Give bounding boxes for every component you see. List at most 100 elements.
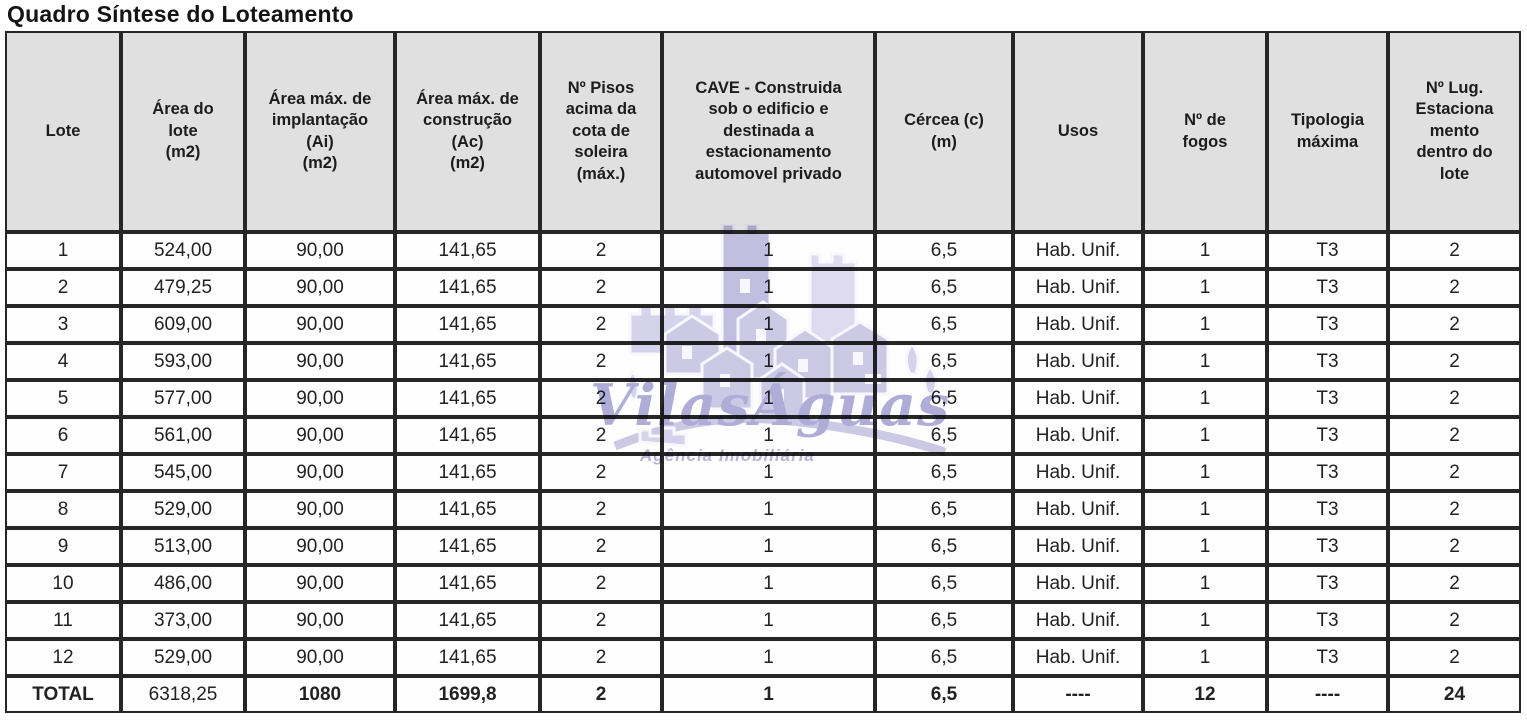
table-row-6: 6 561,00 90,00 141,65 2 1 6,5 Hab. Unif. 1 T3 2 (5, 417, 1521, 454)
cell-4-4: 2 (540, 380, 662, 417)
cell-0-0: 1 (5, 232, 121, 269)
cell-2-6: 6,5 (875, 306, 1013, 343)
cell-4-0: 5 (5, 380, 121, 417)
cell-7-6: 6,5 (875, 491, 1013, 528)
cell-11-2: 90,00 (245, 639, 395, 676)
cell-11-10: 2 (1388, 639, 1521, 676)
column-header-5: CAVE - Construida sob o edificio e desti… (662, 31, 875, 232)
cell-3-6: 6,5 (875, 343, 1013, 380)
cell-2-9: T3 (1267, 306, 1388, 343)
cell-7-2: 90,00 (245, 491, 395, 528)
cell-7-7: Hab. Unif. (1013, 491, 1143, 528)
cell-5-8: 1 (1143, 417, 1267, 454)
cell-10-1: 373,00 (121, 602, 245, 639)
table-row-11: 11 373,00 90,00 141,65 2 1 6,5 Hab. Unif. 1 T3 2 (5, 602, 1521, 639)
cell-2-5: 1 (662, 306, 875, 343)
cell-9-8: 1 (1143, 565, 1267, 602)
table-row-12: 12 529,00 90,00 141,65 2 1 6,5 Hab. Unif. 1 T3 2 (5, 639, 1521, 676)
cell-11-1: 529,00 (121, 639, 245, 676)
cell-1-3: 141,65 (395, 269, 540, 306)
cell-3-3: 141,65 (395, 343, 540, 380)
cell-5-3: 141,65 (395, 417, 540, 454)
table-row-5: 5 577,00 90,00 141,65 2 1 6,5 Hab. Unif. 1 T3 2 (5, 380, 1521, 417)
cell-8-5: 1 (662, 528, 875, 565)
cell-1-8: 1 (1143, 269, 1267, 306)
cell-8-6: 6,5 (875, 528, 1013, 565)
column-header-1: Área do lote (m2) (121, 31, 245, 232)
cell-9-9: T3 (1267, 565, 1388, 602)
cell-3-4: 2 (540, 343, 662, 380)
cell-11-7: Hab. Unif. (1013, 639, 1143, 676)
cell-5-2: 90,00 (245, 417, 395, 454)
cell-3-8: 1 (1143, 343, 1267, 380)
cell-11-6: 6,5 (875, 639, 1013, 676)
cell-10-8: 1 (1143, 602, 1267, 639)
cell-4-7: Hab. Unif. (1013, 380, 1143, 417)
column-header-8: Nº de fogos (1143, 31, 1267, 232)
cell-1-5: 1 (662, 269, 875, 306)
cell-8-4: 2 (540, 528, 662, 565)
summary-table: Lote Área do lote (m2) Área máx. de implan… (5, 31, 1521, 713)
cell-6-10: 2 (1388, 454, 1521, 491)
cell-3-1: 593,00 (121, 343, 245, 380)
cell-0-4: 2 (540, 232, 662, 269)
cell-2-0: 3 (5, 306, 121, 343)
cell-10-2: 90,00 (245, 602, 395, 639)
cell-5-4: 2 (540, 417, 662, 454)
total-cell-1: 6318,25 (121, 676, 245, 713)
column-header-2: Área máx. de implantação (Ai) (m2) (245, 31, 395, 232)
cell-6-6: 6,5 (875, 454, 1013, 491)
cell-7-1: 529,00 (121, 491, 245, 528)
cell-4-6: 6,5 (875, 380, 1013, 417)
cell-0-2: 90,00 (245, 232, 395, 269)
cell-8-8: 1 (1143, 528, 1267, 565)
cell-4-5: 1 (662, 380, 875, 417)
cell-0-10: 2 (1388, 232, 1521, 269)
cell-9-4: 2 (540, 565, 662, 602)
cell-7-4: 2 (540, 491, 662, 528)
table-row-9: 9 513,00 90,00 141,65 2 1 6,5 Hab. Unif. 1 T3 2 (5, 528, 1521, 565)
cell-9-3: 141,65 (395, 565, 540, 602)
cell-4-9: T3 (1267, 380, 1388, 417)
cell-0-7: Hab. Unif. (1013, 232, 1143, 269)
cell-8-3: 141,65 (395, 528, 540, 565)
total-cell-8: 12 (1143, 676, 1267, 713)
cell-9-7: Hab. Unif. (1013, 565, 1143, 602)
cell-10-10: 2 (1388, 602, 1521, 639)
total-cell-6: 6,5 (875, 676, 1013, 713)
cell-1-0: 2 (5, 269, 121, 306)
cell-4-10: 2 (1388, 380, 1521, 417)
cell-0-6: 6,5 (875, 232, 1013, 269)
cell-10-4: 2 (540, 602, 662, 639)
cell-0-5: 1 (662, 232, 875, 269)
table-row-10: 10 486,00 90,00 141,65 2 1 6,5 Hab. Unif. 1 T3 2 (5, 565, 1521, 602)
cell-4-3: 141,65 (395, 380, 540, 417)
cell-7-8: 1 (1143, 491, 1267, 528)
cell-1-1: 479,25 (121, 269, 245, 306)
cell-2-7: Hab. Unif. (1013, 306, 1143, 343)
cell-8-9: T3 (1267, 528, 1388, 565)
cell-7-0: 8 (5, 491, 121, 528)
cell-1-7: Hab. Unif. (1013, 269, 1143, 306)
cell-2-1: 609,00 (121, 306, 245, 343)
cell-10-0: 11 (5, 602, 121, 639)
total-cell-10: 24 (1388, 676, 1521, 713)
column-header-6: Cércea (c) (m) (875, 31, 1013, 232)
cell-6-2: 90,00 (245, 454, 395, 491)
total-cell-2: 1080 (245, 676, 395, 713)
table-header-row: Lote Área do lote (m2) Área máx. de implan… (5, 31, 1521, 232)
cell-0-1: 524,00 (121, 232, 245, 269)
cell-7-5: 1 (662, 491, 875, 528)
column-header-7: Usos (1013, 31, 1143, 232)
cell-8-10: 2 (1388, 528, 1521, 565)
cell-2-8: 1 (1143, 306, 1267, 343)
cell-11-3: 141,65 (395, 639, 540, 676)
total-cell-7: ---- (1013, 676, 1143, 713)
cell-2-4: 2 (540, 306, 662, 343)
cell-3-0: 4 (5, 343, 121, 380)
cell-0-9: T3 (1267, 232, 1388, 269)
cell-10-3: 141,65 (395, 602, 540, 639)
cell-5-0: 6 (5, 417, 121, 454)
cell-3-5: 1 (662, 343, 875, 380)
cell-9-0: 10 (5, 565, 121, 602)
